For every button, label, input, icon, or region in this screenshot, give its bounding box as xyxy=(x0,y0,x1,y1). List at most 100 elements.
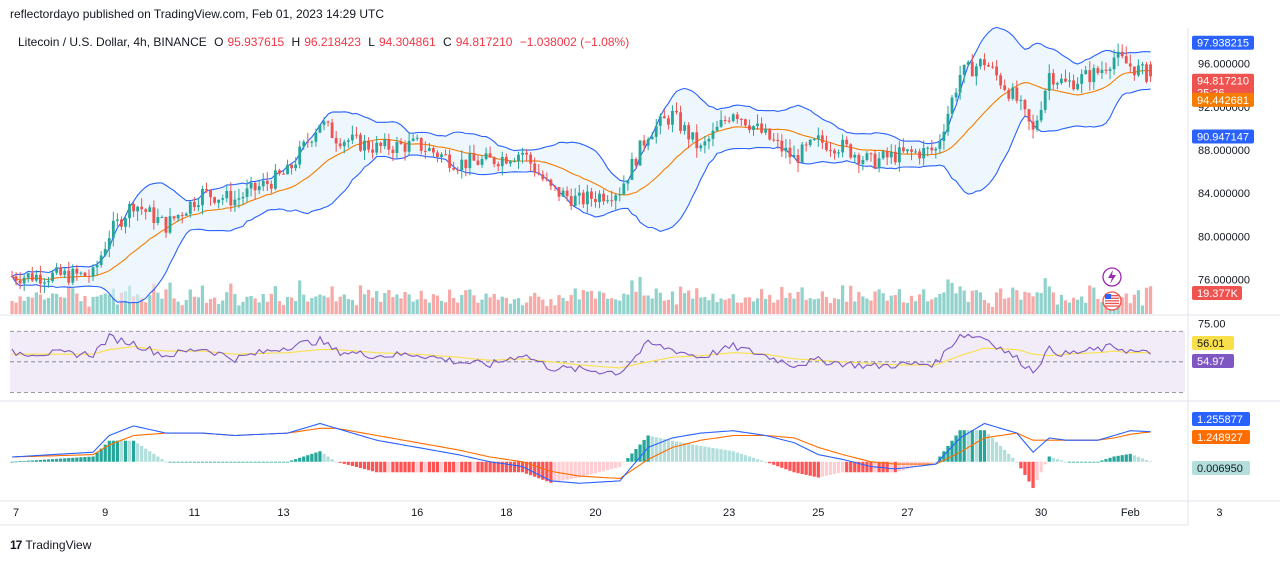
candle-body xyxy=(1076,83,1080,90)
candle xyxy=(825,135,828,152)
macd-hist-bar xyxy=(994,442,999,462)
volume-bar xyxy=(431,294,436,314)
candle-body xyxy=(261,180,265,187)
candle xyxy=(229,182,233,212)
macd-hist-bar xyxy=(788,461,792,471)
volume-bar xyxy=(678,286,683,314)
candle-body xyxy=(75,268,79,274)
candle xyxy=(136,205,140,221)
candle-body xyxy=(338,143,342,147)
volume-bar xyxy=(816,298,820,314)
candle-body xyxy=(618,194,622,196)
candle-body xyxy=(881,151,885,159)
volume-bar xyxy=(269,293,273,314)
candle xyxy=(221,194,225,205)
volume-bar xyxy=(314,296,318,314)
volume-bar xyxy=(160,298,164,314)
candle-body xyxy=(124,218,127,227)
candle-body xyxy=(286,164,289,175)
volume-bar xyxy=(853,301,857,314)
volume-bar xyxy=(772,302,776,314)
macd-hist-bar xyxy=(573,461,577,479)
candle-body xyxy=(525,152,529,155)
macd-hist-bar xyxy=(999,445,1003,462)
macd-hist-bar xyxy=(901,461,906,471)
candle-body xyxy=(816,135,820,140)
candle-body xyxy=(383,139,387,146)
candle-body xyxy=(780,140,784,152)
candle-body xyxy=(120,219,123,227)
macd-hist-bar xyxy=(1124,454,1128,462)
macd-hist-bar xyxy=(427,461,431,473)
candle-body xyxy=(34,274,38,281)
signal-value-badge: 1.248927 xyxy=(1192,430,1250,444)
volume-bar xyxy=(618,300,622,314)
macd-hist-bar xyxy=(285,461,290,463)
candle-body xyxy=(225,190,229,199)
candle-body xyxy=(727,120,731,122)
candle xyxy=(322,117,326,131)
candle xyxy=(282,170,285,175)
macd-hist-bar xyxy=(731,451,735,462)
candle-body xyxy=(444,154,447,156)
price-tick-label: 96.000000 xyxy=(1198,59,1250,71)
volume-bar xyxy=(350,299,354,314)
volume-bar xyxy=(79,301,83,314)
candle xyxy=(1132,66,1136,81)
candle xyxy=(573,188,577,207)
macd-hist-bar xyxy=(597,461,602,473)
candle-body xyxy=(788,147,792,158)
candle xyxy=(970,54,974,77)
time-tick-label: 11 xyxy=(189,507,200,519)
volume-bar xyxy=(168,282,172,314)
candle xyxy=(383,133,387,150)
volume-bar xyxy=(808,298,812,314)
macd-hist-bar xyxy=(589,461,594,475)
candle xyxy=(456,166,460,175)
candle xyxy=(1128,54,1132,73)
candle-body xyxy=(1072,80,1075,90)
candle xyxy=(602,189,605,205)
macd-hist-bar xyxy=(966,430,970,462)
volume-bar xyxy=(780,286,784,314)
volume-bar xyxy=(885,300,889,314)
candle-body xyxy=(363,140,366,151)
macd-hist-bar xyxy=(759,460,764,462)
candle-body xyxy=(517,154,520,161)
macd-hist-bar xyxy=(99,448,103,462)
candle-body xyxy=(1080,74,1084,84)
candle-body xyxy=(748,125,751,130)
candle-body xyxy=(679,112,682,131)
candle-body xyxy=(622,183,626,195)
macd-hist-bar xyxy=(447,461,452,473)
rsi-ma-badge-bg xyxy=(1192,336,1234,350)
candle xyxy=(804,141,808,152)
macd-hist-bar xyxy=(1116,455,1120,462)
tradingview-logo[interactable]: 17 TradingView xyxy=(10,538,91,552)
macd-hist-bar xyxy=(1027,461,1031,482)
macd-hist-bar xyxy=(545,461,549,482)
volume-bar xyxy=(958,286,962,314)
macd-hist-bar xyxy=(585,461,589,476)
volume-bar xyxy=(1096,298,1100,314)
volume-bar xyxy=(306,301,310,314)
candle-body xyxy=(1112,57,1116,70)
volume-bar xyxy=(318,294,322,314)
volume-bar xyxy=(1132,294,1136,314)
candle-body xyxy=(38,274,42,284)
candle xyxy=(946,105,950,136)
us-flag-canton xyxy=(1105,294,1111,299)
macd-hist-bar xyxy=(905,461,910,470)
candle-body xyxy=(513,160,516,162)
macd-hist-bar xyxy=(265,461,269,463)
macd-hist-bar xyxy=(695,445,699,462)
macd-hist-bar xyxy=(678,442,683,462)
macd-hist-bar xyxy=(1035,461,1039,481)
macd-hist-bar xyxy=(249,461,253,463)
symbol-title[interactable]: Litecoin / U.S. Dollar, 4h, BINANCE xyxy=(18,35,207,49)
volume-bar xyxy=(176,301,180,314)
volume-bar xyxy=(1148,286,1153,314)
candle xyxy=(508,160,512,167)
volume-bar xyxy=(561,297,565,314)
